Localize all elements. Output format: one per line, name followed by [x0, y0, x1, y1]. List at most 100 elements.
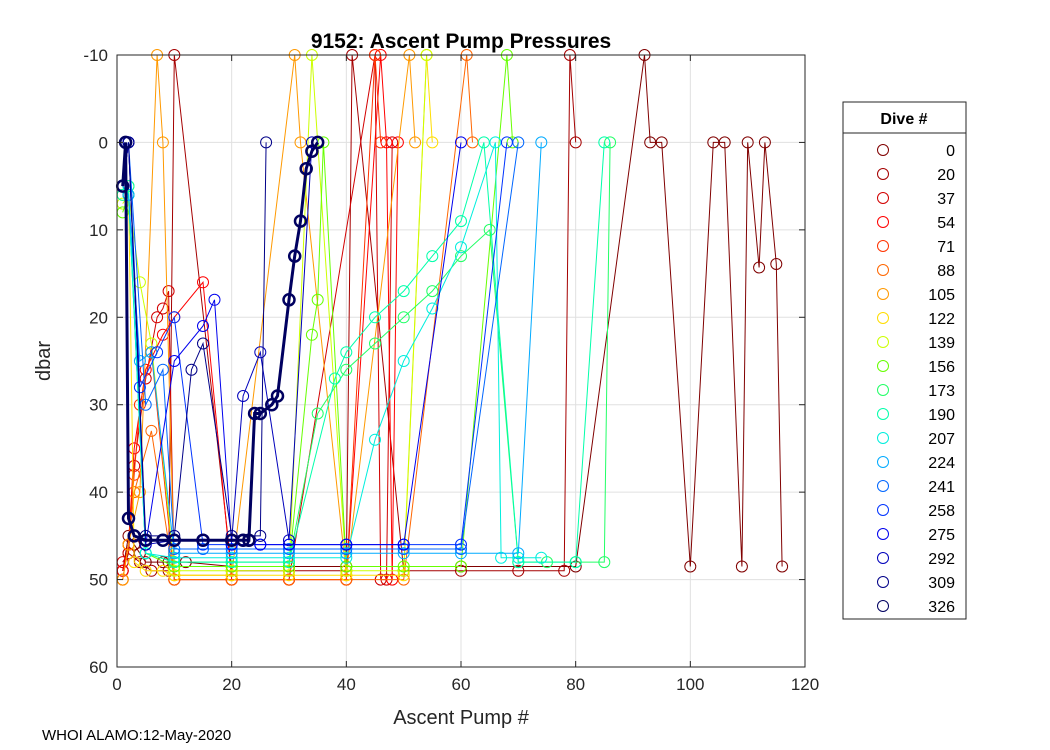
data-point — [168, 560, 181, 573]
legend-marker — [877, 168, 889, 180]
data-point — [397, 560, 410, 573]
x-tick-label: 40 — [337, 675, 356, 694]
data-point — [311, 407, 324, 420]
legend-items: 0 20 37 54 71 88 105 122 139 156 173 190 207 224 241 25… — [877, 143, 955, 616]
data-point — [340, 560, 353, 573]
data-point — [254, 529, 267, 542]
data-point — [197, 276, 209, 289]
data-point — [397, 564, 410, 577]
legend-label: 0 — [946, 143, 955, 160]
data-point — [282, 293, 296, 307]
legend-marker — [877, 480, 889, 492]
legend-label: 105 — [928, 287, 955, 304]
legend-box — [842, 101, 967, 620]
data-point — [254, 346, 267, 359]
data-point — [185, 363, 198, 376]
legend-marker — [877, 336, 889, 348]
data-point — [558, 564, 571, 577]
y-tick-label: 40 — [89, 483, 108, 502]
data-point — [156, 136, 169, 149]
data-point — [340, 538, 353, 551]
data-point — [340, 346, 353, 359]
data-point — [655, 136, 668, 149]
data-point — [299, 161, 313, 176]
x-tick-label: 120 — [791, 675, 819, 694]
legend-marker — [877, 216, 889, 228]
legend-label: 241 — [928, 479, 955, 496]
data-point — [287, 249, 302, 263]
x-tick-label: 100 — [676, 675, 704, 694]
series-line — [122, 142, 542, 554]
data-point — [168, 543, 181, 555]
data-point — [121, 511, 136, 526]
data-point — [168, 556, 181, 569]
data-point — [483, 223, 496, 236]
data-point — [569, 556, 582, 569]
data-point — [340, 551, 353, 564]
y-tick-label: -10 — [83, 46, 108, 65]
y-tick-label: 20 — [89, 308, 108, 327]
data-point — [270, 389, 285, 403]
y-axis-label: dbar — [33, 341, 55, 381]
legend-marker — [877, 264, 889, 276]
data-point — [426, 285, 439, 298]
x-tick-label: 60 — [452, 675, 471, 694]
data-point — [133, 355, 146, 367]
legend-marker — [877, 192, 889, 204]
legend-item: 326 — [877, 599, 955, 616]
data-point — [260, 136, 273, 149]
data-point — [156, 363, 169, 376]
data-point — [293, 214, 308, 228]
legend-label: 156 — [928, 359, 955, 376]
legend-marker — [877, 408, 889, 420]
data-point — [139, 564, 152, 577]
x-tick-label: 20 — [222, 675, 241, 694]
data-point — [283, 534, 295, 547]
x-tick-label: 0 — [112, 675, 121, 694]
series-line — [122, 142, 519, 550]
data-point — [138, 533, 153, 547]
data-point — [455, 215, 467, 228]
data-point — [455, 560, 467, 573]
series-layer — [115, 49, 789, 586]
legend-item: 54 — [877, 215, 955, 232]
data-point — [598, 136, 611, 149]
data-point — [197, 337, 209, 350]
legend-marker — [877, 312, 889, 324]
legend-label: 190 — [928, 407, 955, 424]
data-point — [512, 547, 525, 560]
data-point — [253, 406, 268, 421]
data-point — [283, 556, 295, 569]
data-point — [758, 136, 771, 149]
data-point — [168, 355, 181, 367]
data-point — [340, 543, 353, 555]
data-point — [455, 241, 467, 254]
data-point — [196, 533, 210, 547]
legend-item: 292 — [877, 551, 955, 568]
legend-item: 139 — [877, 335, 955, 352]
legend-marker — [877, 528, 889, 540]
data-point — [145, 337, 158, 350]
data-point — [162, 285, 175, 298]
data-point — [151, 311, 164, 324]
legend-marker — [877, 384, 889, 396]
legend-label: 88 — [937, 263, 955, 280]
data-point — [598, 556, 611, 569]
data-point — [369, 433, 381, 446]
series-line — [122, 54, 473, 581]
legend-marker — [877, 240, 889, 252]
legend-marker — [877, 552, 889, 564]
data-point — [770, 258, 783, 270]
data-point — [225, 569, 238, 582]
series-line — [122, 142, 605, 563]
legend: Dive # 0 20 37 54 71 88 105 122 139 156 173 190 207 2… — [842, 101, 967, 620]
series-line — [122, 54, 399, 581]
legend-label: 309 — [928, 575, 955, 592]
data-point — [718, 136, 731, 149]
data-point — [426, 250, 439, 263]
data-point — [512, 564, 525, 577]
data-point — [208, 293, 221, 306]
legend-item: 88 — [877, 263, 955, 280]
data-point — [225, 564, 238, 577]
data-point — [535, 551, 548, 564]
